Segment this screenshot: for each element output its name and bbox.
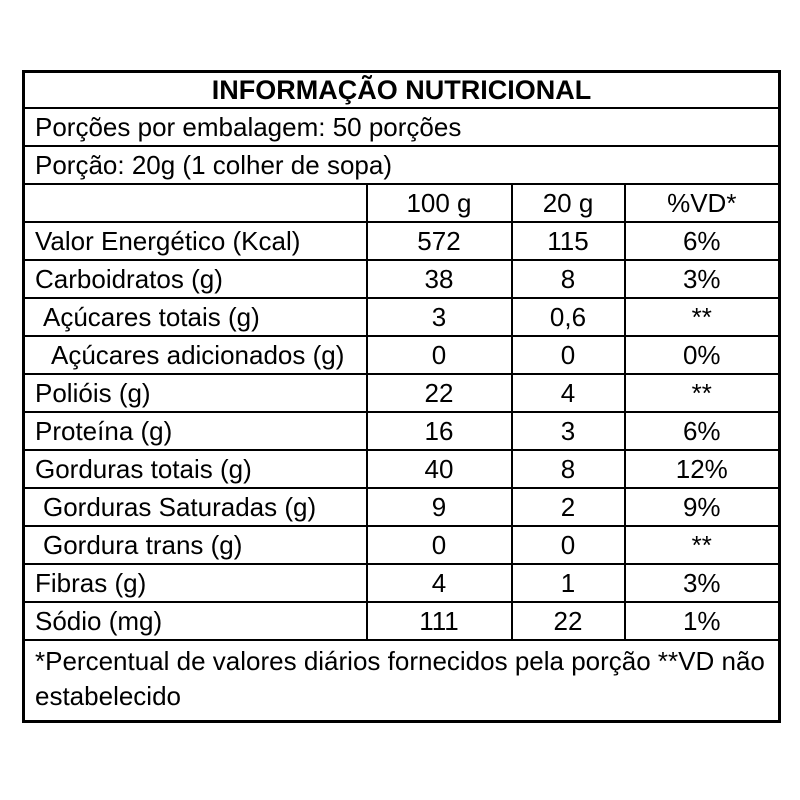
nutrient-label: Fibras (g) — [22, 563, 368, 603]
servings-row: Porções por embalagem: 50 porções — [22, 107, 781, 147]
value-percent-vd: 1% — [623, 601, 781, 641]
value-per-20g: 3 — [510, 411, 626, 451]
nutrition-facts-table: INFORMAÇÃO NUTRICIONAL Porções por embal… — [22, 70, 782, 723]
value-percent-vd: 3% — [623, 259, 781, 299]
table-row: Polióis (g) 22 4 ** — [22, 373, 781, 413]
portion-size: Porção: 20g (1 colher de sopa) — [22, 145, 781, 185]
column-header-blank — [22, 183, 368, 223]
table-row: Açúcares totais (g) 3 0,6 ** — [22, 297, 781, 337]
value-per-100g: 0 — [365, 335, 513, 375]
nutrient-label: Sódio (mg) — [22, 601, 368, 641]
value-per-20g: 22 — [510, 601, 626, 641]
value-per-20g: 0,6 — [510, 297, 626, 337]
value-percent-vd: 0% — [623, 335, 781, 375]
value-per-100g: 22 — [365, 373, 513, 413]
nutrient-label: Açúcares totais (g) — [22, 297, 368, 337]
value-per-20g: 4 — [510, 373, 626, 413]
nutrient-label: Proteína (g) — [22, 411, 368, 451]
nutrient-label: Gordura trans (g) — [22, 525, 368, 565]
value-percent-vd: 6% — [623, 411, 781, 451]
table-row: Valor Energético (Kcal) 572 115 6% — [22, 221, 781, 261]
value-per-20g: 1 — [510, 563, 626, 603]
table-row: Proteína (g) 16 3 6% — [22, 411, 781, 451]
footnote-text: *Percentual de valores diários fornecido… — [22, 639, 781, 723]
column-header-20g: 20 g — [510, 183, 626, 223]
value-percent-vd: 3% — [623, 563, 781, 603]
value-percent-vd: 12% — [623, 449, 781, 489]
value-percent-vd: 6% — [623, 221, 781, 261]
nutrient-label: Valor Energético (Kcal) — [22, 221, 368, 261]
table-row: Fibras (g) 4 1 3% — [22, 563, 781, 603]
value-per-100g: 3 — [365, 297, 513, 337]
table-row: Sódio (mg) 111 22 1% — [22, 601, 781, 641]
table-title: INFORMAÇÃO NUTRICIONAL — [22, 70, 781, 109]
column-header-row: 100 g 20 g %VD* — [22, 183, 781, 223]
value-per-20g: 8 — [510, 259, 626, 299]
table-row: Gorduras Saturadas (g) 9 2 9% — [22, 487, 781, 527]
nutrient-label: Carboidratos (g) — [22, 259, 368, 299]
column-header-100g: 100 g — [365, 183, 513, 223]
value-per-100g: 40 — [365, 449, 513, 489]
nutrient-label: Polióis (g) — [22, 373, 368, 413]
value-per-20g: 8 — [510, 449, 626, 489]
portion-row: Porção: 20g (1 colher de sopa) — [22, 145, 781, 185]
title-row: INFORMAÇÃO NUTRICIONAL — [22, 70, 781, 109]
value-per-100g: 572 — [365, 221, 513, 261]
table-row: Gordura trans (g) 0 0 ** — [22, 525, 781, 565]
value-per-100g: 9 — [365, 487, 513, 527]
value-per-100g: 0 — [365, 525, 513, 565]
value-percent-vd: ** — [623, 373, 781, 413]
column-header-vd: %VD* — [623, 183, 781, 223]
value-per-100g: 111 — [365, 601, 513, 641]
value-per-100g: 38 — [365, 259, 513, 299]
nutrient-label: Gorduras totais (g) — [22, 449, 368, 489]
value-per-20g: 115 — [510, 221, 626, 261]
table-row: Gorduras totais (g) 40 8 12% — [22, 449, 781, 489]
servings-per-package: Porções por embalagem: 50 porções — [22, 107, 781, 147]
value-per-20g: 0 — [510, 525, 626, 565]
nutrient-label: Açúcares adicionados (g) — [22, 335, 368, 375]
value-percent-vd: 9% — [623, 487, 781, 527]
table-row: Carboidratos (g) 38 8 3% — [22, 259, 781, 299]
value-per-20g: 2 — [510, 487, 626, 527]
footnote-row: *Percentual de valores diários fornecido… — [22, 639, 781, 723]
value-percent-vd: ** — [623, 525, 781, 565]
nutrient-rows: Valor Energético (Kcal) 572 115 6% Carbo… — [22, 221, 781, 641]
value-per-100g: 4 — [365, 563, 513, 603]
value-percent-vd: ** — [623, 297, 781, 337]
value-per-20g: 0 — [510, 335, 626, 375]
nutrient-label: Gorduras Saturadas (g) — [22, 487, 368, 527]
table-row: Açúcares adicionados (g) 0 0 0% — [22, 335, 781, 375]
value-per-100g: 16 — [365, 411, 513, 451]
